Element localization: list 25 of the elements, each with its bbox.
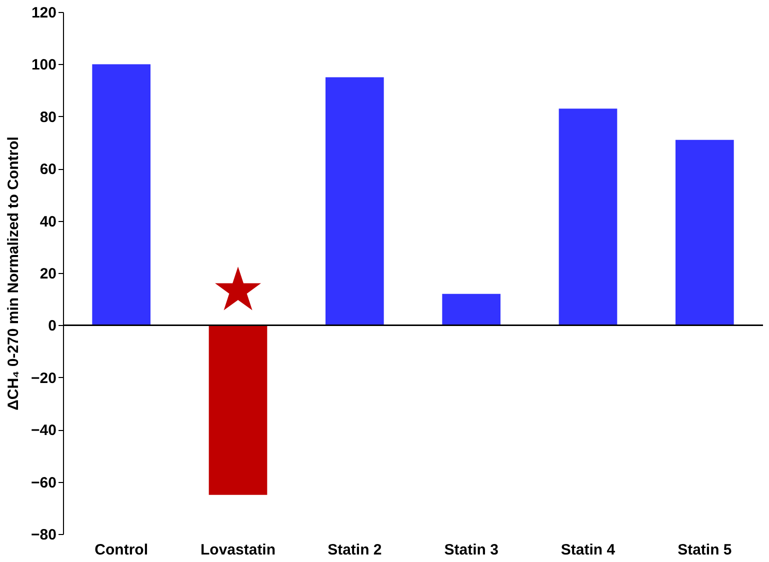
y-tick-label: 120 [31, 4, 56, 22]
bar [92, 64, 150, 326]
y-tick-label: 40 [40, 213, 56, 230]
x-tick-label: Lovastatin [200, 542, 276, 558]
bar [676, 140, 734, 326]
y-tick-label: −20 [31, 370, 56, 387]
y-tick-label: 0 [48, 318, 56, 335]
y-tick-label: −60 [31, 474, 56, 492]
y-axis-title: ΔCH₄ 0-270 min Normalized to Control [5, 136, 22, 410]
x-tick-label: Control [94, 542, 148, 558]
y-tick-label: −80 [31, 526, 56, 544]
x-tick-label: Statin 2 [328, 542, 382, 558]
y-tick-label: 100 [31, 56, 56, 74]
bar [558, 108, 618, 326]
x-tick-label: Statin 5 [678, 542, 732, 558]
y-tick-label: −40 [31, 422, 56, 440]
y-tick-label: 80 [40, 108, 56, 126]
y-tick-label: 20 [40, 266, 56, 282]
x-tick-label: Statin 4 [560, 542, 616, 558]
y-tick-label: 60 [40, 161, 56, 178]
x-tick-label: Statin 3 [444, 542, 498, 558]
bar [326, 77, 384, 326]
bar [208, 325, 268, 495]
bar [442, 294, 500, 326]
annotation: ★ [211, 255, 265, 326]
